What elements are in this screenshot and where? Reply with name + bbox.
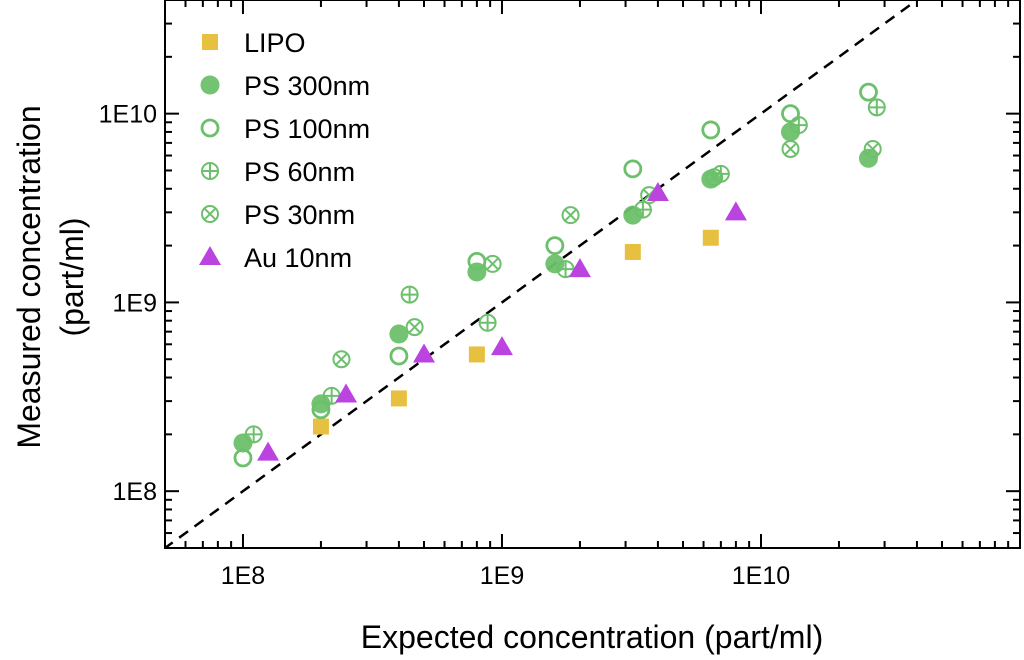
data-point (724, 201, 747, 221)
data-point (702, 229, 719, 246)
data-point (633, 200, 652, 219)
legend-marker (201, 205, 219, 223)
x-tick-label: 1E8 (221, 562, 265, 590)
legend-label: PS 30nm (244, 200, 355, 230)
x-tick-label: 1E10 (732, 562, 790, 590)
legend-item: LIPO (202, 28, 306, 58)
data-point (413, 343, 436, 363)
legend-item: PS 300nm (200, 71, 370, 101)
series-lipo (312, 229, 719, 435)
y-tick-label: 1E9 (113, 289, 157, 317)
data-point (556, 260, 575, 279)
y-tick-label: 1E10 (99, 101, 157, 129)
legend-label: PS 100nm (244, 114, 370, 144)
legend-label: PS 300nm (244, 71, 370, 101)
x-tick-label: 1E9 (480, 562, 524, 590)
legend-marker (200, 118, 220, 138)
series-ps-30nm (332, 139, 882, 369)
data-point (781, 122, 801, 142)
data-point (233, 448, 253, 468)
y-axis-title-line2: (part/ml) (54, 217, 90, 336)
series-ps-100nm (233, 82, 878, 468)
data-point (490, 336, 513, 356)
data-point (701, 120, 721, 140)
data-point (389, 324, 409, 344)
x-axis-title: Expected concentration (part/ml) (361, 619, 823, 655)
data-point (624, 243, 641, 260)
data-point (390, 390, 407, 407)
data-point (468, 346, 485, 363)
legend: LIPO PS 300nm PS 100nm PS 60nm PS 30nm Au 10n… (199, 28, 370, 273)
data-point (332, 350, 351, 369)
legend-label: LIPO (244, 28, 306, 58)
data-point (867, 98, 886, 117)
legend-marker (202, 34, 218, 50)
data-point (257, 441, 280, 461)
data-point (335, 383, 358, 403)
legend-item: PS 30nm (201, 200, 355, 230)
data-point (478, 313, 497, 332)
legend-item: Au 10nm (199, 243, 352, 273)
data-point (483, 254, 502, 273)
y-axis-title-line1: Measured concentration (11, 105, 47, 448)
plot-frame (164, 0, 1021, 549)
data-point (244, 425, 263, 444)
data-point (311, 400, 331, 420)
legend-item: PS 60nm (201, 157, 355, 187)
data-point (781, 139, 800, 158)
legend-label: Au 10nm (244, 243, 352, 273)
data-point (545, 254, 565, 274)
legend-marker (201, 162, 219, 180)
data-point (705, 168, 724, 187)
series-au-10nm (257, 181, 747, 461)
data-point (405, 318, 424, 337)
data-point (789, 116, 808, 135)
data-point (623, 159, 643, 179)
data-point (389, 346, 409, 366)
data-point (646, 181, 669, 201)
data-point (623, 205, 643, 225)
data-point (545, 236, 565, 255)
data-point (858, 148, 878, 168)
data-point (859, 82, 878, 102)
y-tick-label: 1E8 (113, 478, 157, 506)
legend-marker (199, 246, 221, 265)
reference-line (165, 0, 920, 548)
series-ps-60nm (244, 98, 886, 444)
legend-item: PS 100nm (200, 114, 370, 144)
data-point (781, 104, 800, 124)
data-point (863, 139, 882, 158)
data-point (568, 258, 591, 278)
data-point (312, 418, 329, 435)
data-point (561, 206, 580, 225)
data-point (400, 285, 419, 304)
legend-label: PS 60nm (244, 157, 355, 187)
legend-marker (200, 75, 220, 95)
data-point (311, 394, 331, 414)
